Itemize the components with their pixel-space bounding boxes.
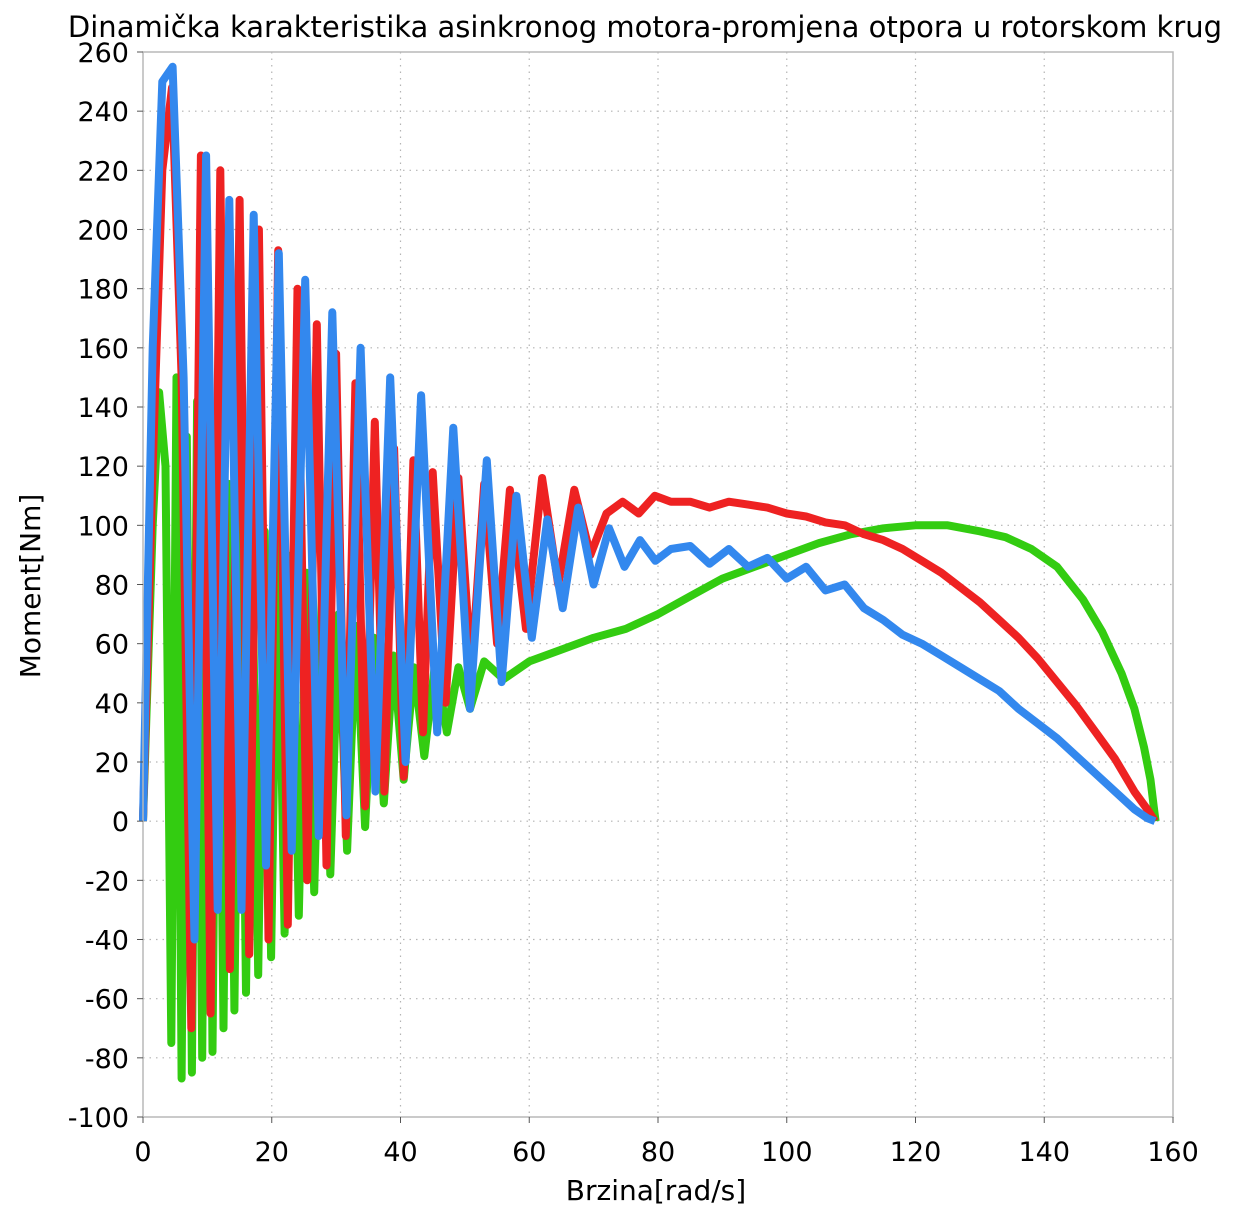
series-line-2 — [139, 83, 1159, 1033]
x-tick-label: 60 — [512, 1137, 546, 1168]
y-tick-label: 140 — [77, 393, 129, 424]
y-tick-label: 40 — [95, 689, 129, 720]
y-tick-label: 0 — [112, 807, 129, 838]
y-tick-label: 160 — [77, 334, 129, 365]
chart-title: Dinamička karakteristika asinkronog moto… — [68, 10, 1222, 44]
y-tick-label: -40 — [85, 926, 129, 957]
y-tick-label: 100 — [77, 511, 129, 542]
y-tick-label: 240 — [77, 97, 129, 128]
x-tick-label: 100 — [761, 1137, 813, 1168]
x-tick-label: 40 — [383, 1137, 417, 1168]
y-tick-label: -80 — [85, 1044, 129, 1075]
y-tick-label: 80 — [95, 571, 129, 602]
series-line-3 — [139, 62, 1157, 944]
x-tick-label: 120 — [890, 1137, 942, 1168]
y-tick-label: 120 — [77, 452, 129, 483]
x-tick-label: 160 — [1147, 1137, 1199, 1168]
y-tick-label: -20 — [85, 866, 129, 897]
y-tick-label: 20 — [95, 748, 129, 779]
x-axis-label: Brzina[rad/s] — [566, 1174, 746, 1207]
y-tick-label: 200 — [77, 216, 129, 247]
x-tick-label: 80 — [641, 1137, 675, 1168]
y-axis-label: Moment[Nm] — [14, 494, 47, 679]
x-tick-label: 20 — [255, 1137, 289, 1168]
y-tick-label: -100 — [68, 1103, 129, 1134]
y-tick-label: -60 — [85, 985, 129, 1016]
x-axis-ticks: 0 20 40 60 80 100 120 140 160 — [134, 1117, 1199, 1168]
x-tick-label: 0 — [134, 1137, 151, 1168]
y-tick-label: 260 — [77, 38, 129, 69]
y-tick-label: 60 — [95, 630, 129, 661]
series-group — [139, 62, 1160, 1083]
x-tick-label: 140 — [1018, 1137, 1070, 1168]
grid — [143, 52, 1173, 1117]
y-axis-ticks: -100 -80 -60 -40 -20 0 20 40 60 80 100 120 140 160 180… — [68, 38, 143, 1134]
y-tick-label: 220 — [77, 156, 129, 187]
y-tick-label: 180 — [77, 275, 129, 306]
series-line-1 — [139, 373, 1160, 1083]
